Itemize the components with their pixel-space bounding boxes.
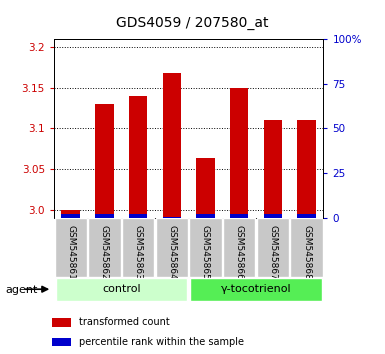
Text: percentile rank within the sample: percentile rank within the sample (79, 337, 244, 347)
Bar (297, 120, 316, 218)
Text: GDS4059 / 207580_at: GDS4059 / 207580_at (116, 16, 269, 30)
Bar (62, 214, 80, 218)
Bar (129, 96, 147, 218)
Text: γ-tocotrienol: γ-tocotrienol (221, 284, 291, 295)
Bar (55, 218, 87, 277)
Text: control: control (102, 284, 141, 295)
Bar (52, 318, 71, 327)
Text: GSM545866: GSM545866 (235, 225, 244, 280)
Bar (196, 214, 215, 218)
Bar (156, 218, 188, 277)
Bar (162, 217, 181, 218)
Bar (264, 214, 282, 218)
Bar (129, 214, 147, 218)
Bar (190, 279, 322, 301)
Bar (230, 214, 248, 218)
Bar (95, 214, 114, 218)
Bar (95, 104, 114, 218)
Text: GSM545861: GSM545861 (66, 225, 75, 280)
Bar (196, 158, 215, 218)
Bar (264, 120, 282, 218)
Bar (62, 210, 80, 218)
Text: GSM545868: GSM545868 (302, 225, 311, 280)
Bar (189, 218, 222, 277)
Text: GSM545867: GSM545867 (268, 225, 277, 280)
Bar (257, 218, 289, 277)
Text: GSM545865: GSM545865 (201, 225, 210, 280)
Bar (162, 73, 181, 218)
Text: transformed count: transformed count (79, 318, 170, 327)
Text: GSM545863: GSM545863 (134, 225, 142, 280)
Text: GSM545862: GSM545862 (100, 225, 109, 280)
Bar (88, 218, 121, 277)
Bar (230, 88, 248, 218)
Bar (297, 214, 316, 218)
Text: GSM545864: GSM545864 (167, 225, 176, 280)
Bar (290, 218, 323, 277)
Bar (55, 279, 187, 301)
Bar (122, 218, 154, 277)
Bar (223, 218, 255, 277)
Text: agent: agent (6, 285, 38, 295)
Bar (52, 338, 71, 346)
